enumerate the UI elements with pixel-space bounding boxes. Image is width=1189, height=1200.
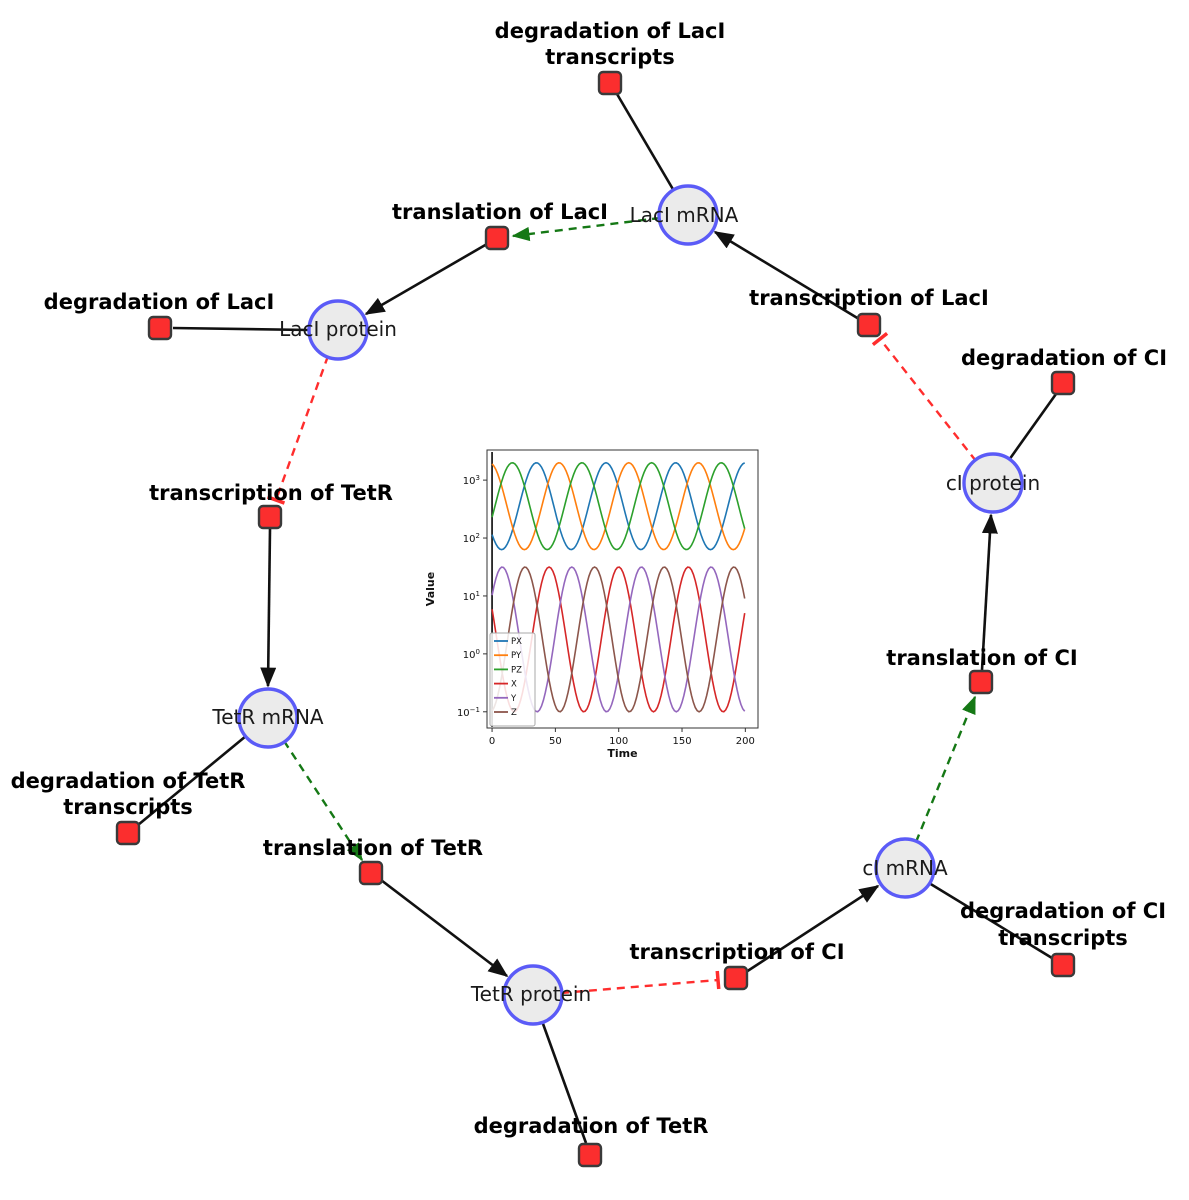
series-line-Z [491,566,746,713]
reaction-label: degradation of CI [961,346,1167,370]
species-node-tetr-protein[interactable] [502,964,564,1026]
species-label: TetR protein [470,982,591,1006]
edge-ci-mrna-activates-translation [914,695,977,843]
species-node-laci-protein[interactable] [307,299,369,361]
y-axis-label: Value [424,572,437,606]
edge-translation-tetr-to-tetr-protein [380,878,509,978]
reaction-label: degradation of CI [960,899,1166,923]
reaction-label: transcription of LacI [749,286,989,310]
edges-layer [137,93,1058,1144]
series-line-X [491,566,746,713]
edge-transcription-tetr-to-tetr-mrna [260,528,277,688]
edge-laci-protein-to-deg-laci [172,326,311,332]
y-tick-label: 103 [463,474,480,487]
edge-laci-mrna-activates-translation [511,216,661,242]
edge-transcription-laci-to-laci-mrna [713,230,860,321]
reactions-layer [115,70,1076,1168]
edge-ci-protein-to-deg-ci [1007,393,1058,461]
series-line-PY [491,461,746,551]
reaction-node-deg-tetr-transcripts[interactable] [115,820,141,846]
reaction-node-deg-ci-transcripts[interactable] [1050,952,1076,978]
edge-laci-protein-inhibits-transcription-tetr [266,355,330,505]
legend-label-PZ: PZ [511,665,522,675]
edge-tetr-protein-inhibits-transcription-ci [560,970,721,995]
labels-layer: degradation of LacI transcripts translat… [11,19,1167,1138]
y-tick-label: 101 [463,590,480,603]
reaction-label: transcripts [545,45,675,69]
reaction-label: degradation of LacI [495,19,726,43]
reaction-label: translation of CI [886,646,1077,670]
reaction-node-deg-ci[interactable] [1050,370,1076,396]
x-tick-label: 200 [736,736,755,747]
legend-label-PY: PY [511,651,522,661]
edge-tetr-protein-to-deg-tetr [540,1020,588,1144]
reaction-label: degradation of TetR [474,1114,709,1138]
x-tick-label: 50 [549,736,562,747]
reaction-node-deg-tetr[interactable] [577,1142,603,1168]
edge-transcription-ci-to-ci-mrna [745,884,880,974]
legend-label-PX: PX [511,637,522,647]
reaction-node-transcription-tetr[interactable] [257,504,283,530]
x-axis-label: Time [607,747,637,760]
y-tick-label: 10−1 [457,706,480,719]
reaction-node-translation-ci[interactable] [968,669,994,695]
legend-label-Y: Y [510,694,517,704]
reaction-node-transcription-laci[interactable] [856,312,882,338]
series-line-PZ [491,461,746,551]
reaction-label: transcripts [63,795,193,819]
edge-translation-ci-to-ci-protein [980,513,998,671]
reaction-label: translation of LacI [392,200,608,224]
legend-label-Z: Z [511,708,517,718]
species-node-tetr-mrna[interactable] [237,687,299,749]
reaction-label: transcription of TetR [149,481,393,505]
edge-tetr-mrna-to-deg-transcripts [137,734,247,827]
y-tick-label: 102 [463,532,480,545]
x-tick-label: 0 [489,736,495,747]
reaction-label: transcription of CI [629,940,844,964]
x-tick-label: 100 [609,736,628,747]
reaction-node-deg-laci[interactable] [147,315,173,341]
reaction-label: transcripts [998,926,1128,950]
inset-timeseries-chart: 103 102 101 100 10−1 0 50 100 150 200 Time Value PX P… [424,449,759,760]
edge-laci-mrna-to-deg-transcripts [615,93,676,192]
edge-translation-laci-to-laci-protein [364,242,488,316]
species-node-ci-mrna[interactable] [874,837,936,899]
reaction-node-translation-laci[interactable] [484,225,510,251]
species-label: LacI mRNA [630,203,739,227]
reaction-node-transcription-ci[interactable] [723,965,749,991]
species-label: LacI protein [279,317,397,341]
reaction-node-deg-laci-transcripts[interactable] [597,70,623,96]
reaction-label: translation of TetR [263,836,483,860]
species-label: cI protein [946,471,1040,495]
y-tick-label: 100 [463,648,480,661]
series-line-PX [491,461,746,551]
legend-label-X: X [511,680,517,690]
species-layer [237,184,1024,1026]
x-tick-label: 150 [672,736,691,747]
species-node-ci-protein[interactable] [962,452,1024,514]
legend-box [489,632,536,727]
species-label: cI mRNA [862,856,948,880]
edge-ci-mrna-to-deg-transcripts [928,881,1053,960]
edge-tetr-mrna-activates-translation [282,740,364,862]
reaction-label: degradation of LacI [44,290,275,314]
species-node-laci-mrna[interactable] [657,184,719,246]
edge-ci-protein-inhibits-transcription-laci [871,332,977,462]
reaction-label: degradation of TetR [11,769,246,793]
reaction-node-translation-tetr[interactable] [358,860,384,886]
species-label: TetR mRNA [211,705,324,729]
